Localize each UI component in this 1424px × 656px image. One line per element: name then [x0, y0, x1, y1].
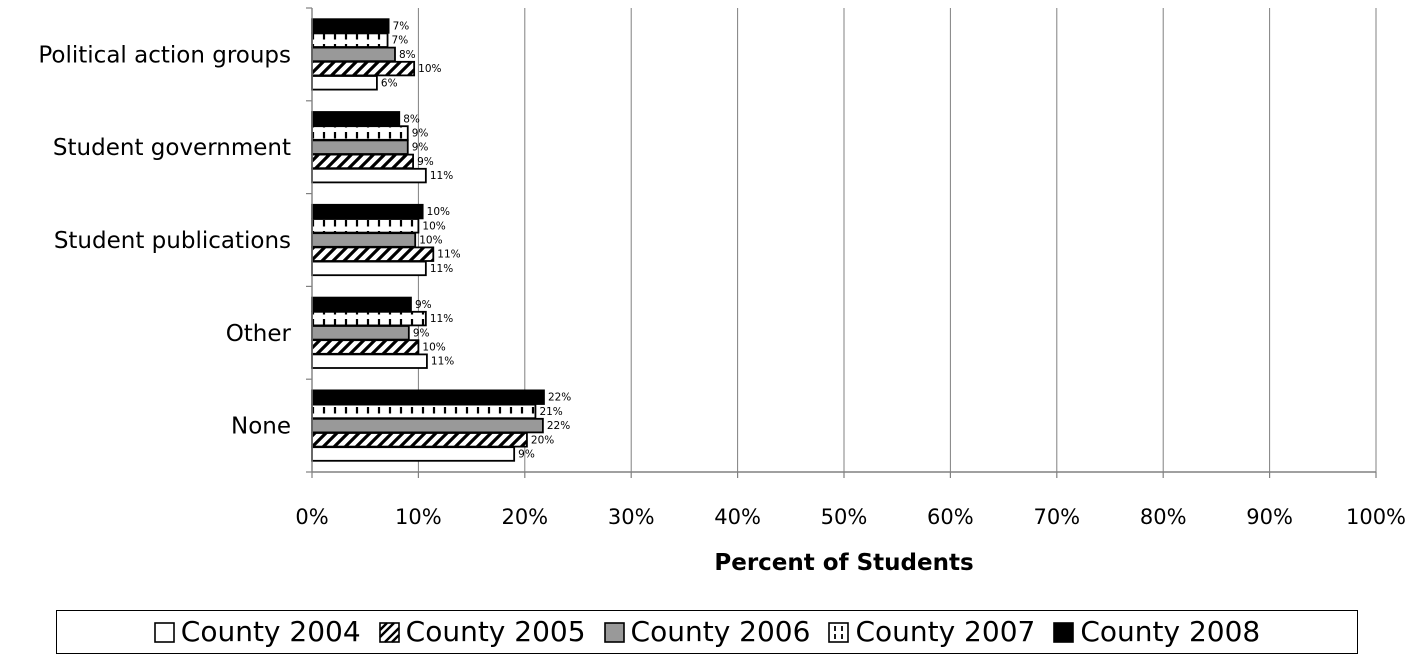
- x-tick-label: 10%: [395, 505, 442, 529]
- bar: [311, 325, 410, 341]
- x-tick-label: 50%: [821, 505, 868, 529]
- bar: [311, 353, 428, 369]
- x-tick-label: 30%: [608, 505, 655, 529]
- category-label: None: [231, 414, 291, 440]
- data-label: 6%: [381, 77, 398, 89]
- bar: [311, 260, 427, 277]
- data-label: 21%: [539, 406, 562, 418]
- data-label: 9%: [413, 327, 430, 339]
- x-tick-label: 20%: [501, 505, 548, 529]
- data-label: 8%: [403, 113, 420, 125]
- bar: [311, 403, 537, 420]
- legend-label: County 2004: [180, 615, 361, 648]
- legend-item: County 2008: [1053, 618, 1260, 646]
- bar: [311, 310, 427, 327]
- legend-item: County 2005: [378, 615, 586, 648]
- legend-swatch: [828, 621, 850, 643]
- data-labels: 7%7%8%10%6%8%9%9%9%11%10%10%10%11%11%9%1…: [381, 21, 571, 461]
- legend-swatch: [378, 621, 400, 643]
- bar: [311, 339, 420, 355]
- data-label: 22%: [547, 420, 570, 432]
- data-label: 9%: [415, 299, 432, 311]
- data-label: 22%: [548, 392, 571, 404]
- data-label: 9%: [412, 128, 429, 140]
- data-label: 20%: [531, 434, 554, 446]
- legend-swatch: [153, 621, 175, 643]
- legend-label: County 2007: [855, 615, 1036, 648]
- bar: [311, 296, 412, 313]
- x-axis-title: Percent of Students: [714, 550, 973, 576]
- data-label: 11%: [430, 170, 453, 182]
- gridlines: [417, 8, 1377, 472]
- x-tick-labels: 0% 10% 20% 30% 40% 50% 60% 70% 80% 90% 100%: [295, 505, 1406, 529]
- data-label: 8%: [399, 49, 416, 61]
- data-label: 7%: [392, 35, 409, 47]
- data-label: 10%: [422, 220, 445, 232]
- data-label: 9%: [417, 156, 434, 168]
- data-label: 11%: [431, 356, 454, 368]
- x-tick-label: 90%: [1246, 505, 1293, 529]
- data-label: 10%: [422, 342, 445, 354]
- axes: [306, 7, 1377, 478]
- bar: [311, 417, 544, 434]
- bar: [311, 60, 416, 77]
- bars: [311, 18, 545, 462]
- x-tick-label: 100%: [1346, 505, 1406, 529]
- bar: [311, 432, 528, 448]
- data-label: 11%: [437, 249, 460, 261]
- x-tick-label: 0%: [295, 505, 328, 529]
- data-label: 11%: [430, 313, 453, 325]
- bar: [311, 75, 378, 91]
- bar: [311, 32, 389, 48]
- legend-label: County 2008: [1080, 615, 1261, 648]
- bar-chart: 7%7%8%10%6%8%9%9%9%11%10%10%10%11%11%9%1…: [38, 7, 1406, 576]
- bar: [311, 111, 401, 127]
- bar: [311, 46, 396, 63]
- bar: [311, 246, 435, 262]
- legend-label: County 2006: [630, 615, 811, 648]
- x-tick-label: 60%: [927, 505, 974, 529]
- category-label: Student government: [53, 135, 291, 161]
- category-labels: Political action groups Student governmen…: [38, 42, 291, 439]
- data-label: 10%: [418, 63, 441, 75]
- bar: [311, 389, 545, 405]
- data-label: 11%: [430, 263, 453, 275]
- bar: [311, 167, 427, 184]
- x-tick-label: 70%: [1033, 505, 1080, 529]
- data-label: 10%: [427, 206, 450, 218]
- legend-swatch: [603, 621, 625, 643]
- x-tick-label: 80%: [1140, 505, 1187, 529]
- legend: County 2004 County 2005 County 2006 County …: [56, 610, 1358, 654]
- bar: [311, 218, 420, 234]
- bar: [311, 203, 424, 220]
- bar: [311, 139, 409, 155]
- bar: [311, 18, 390, 34]
- legend-item: County 2004: [153, 615, 361, 648]
- data-label: 9%: [412, 142, 429, 154]
- bar: [311, 446, 516, 462]
- data-label: 10%: [419, 235, 442, 247]
- bar: [311, 153, 414, 170]
- legend-label: County 2005: [405, 615, 586, 648]
- category-label: Political action groups: [38, 42, 291, 68]
- data-label: 7%: [393, 21, 410, 33]
- legend-item: County 2006: [603, 615, 811, 648]
- bar: [311, 125, 409, 141]
- category-label: Student publications: [54, 228, 291, 254]
- legend-swatch: [1053, 621, 1075, 643]
- x-tick-label: 40%: [714, 505, 761, 529]
- data-label: 9%: [518, 449, 535, 461]
- legend-item: County 2007: [828, 618, 1035, 646]
- bar: [311, 232, 417, 248]
- category-label: Other: [226, 321, 292, 347]
